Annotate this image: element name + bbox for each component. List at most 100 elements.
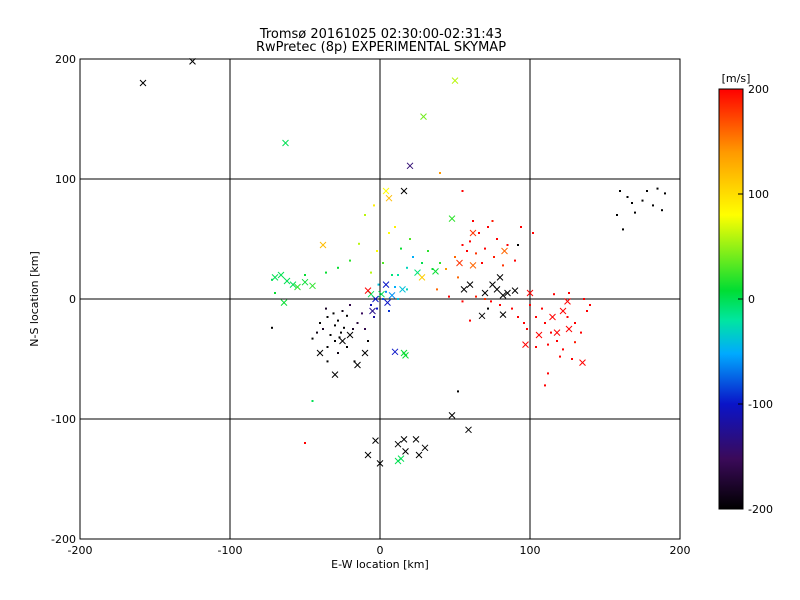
data-point-dot (656, 187, 659, 190)
data-point-cross (382, 281, 390, 288)
data-point-dot (349, 259, 351, 262)
data-point-dot (319, 322, 321, 324)
data-point-dot (353, 360, 356, 363)
data-point-cross (319, 241, 327, 249)
data-point-cross (496, 274, 504, 281)
data-point-dot (544, 384, 546, 387)
data-point-dot (580, 331, 582, 334)
x-tick-label: -100 (218, 544, 243, 557)
data-point-cross (511, 287, 519, 294)
data-point-dot (361, 312, 363, 315)
data-point-dot (646, 190, 648, 192)
data-point-dot (547, 343, 549, 346)
data-point-cross (559, 307, 567, 315)
data-point-dot (406, 288, 408, 291)
data-point-dot (664, 192, 666, 195)
data-point-cross (465, 426, 472, 434)
data-point-cross (385, 194, 393, 202)
data-point-cross (346, 331, 354, 339)
data-point-dot (341, 310, 344, 312)
data-point-cross (406, 162, 414, 170)
data-point-dot (461, 190, 464, 192)
data-point-cross (280, 299, 288, 306)
colorbar-ticks: 200 100 0 -100 -200 (738, 83, 773, 516)
data-point-dot (397, 274, 399, 276)
colorbar-tick-label: -200 (748, 503, 773, 516)
data-point-dot (499, 304, 501, 306)
data-point-dot (412, 256, 414, 258)
data-point-dot (385, 290, 387, 293)
data-point-dot (506, 244, 509, 246)
x-axis-label: E-W location [km] (331, 558, 429, 571)
x-tick-label: -200 (68, 544, 93, 557)
data-point-dot (559, 355, 561, 358)
data-point-cross (369, 307, 376, 315)
data-point-cross (394, 440, 402, 448)
data-point-dot (326, 346, 329, 348)
data-point-dot (445, 268, 447, 270)
data-point-dot (641, 199, 644, 202)
data-point-dot (343, 326, 345, 329)
data-point-dot (622, 228, 624, 231)
data-point-dot (382, 262, 384, 264)
data-point-cross (282, 139, 289, 147)
colorbar-tick-label: 200 (748, 83, 769, 96)
data-point-dot (574, 341, 576, 344)
data-point-dot (484, 247, 486, 250)
data-point-dot (338, 336, 341, 339)
data-point-dot (475, 295, 477, 298)
data-point-dot (461, 244, 464, 246)
data-point-dot (376, 250, 378, 252)
data-point-cross (354, 361, 361, 369)
x-tick-label: 200 (670, 544, 691, 557)
data-point-dot (421, 262, 423, 264)
data-point-cross (553, 329, 561, 336)
data-point-cross (478, 312, 486, 320)
data-point-dot (550, 331, 552, 334)
data-point-cross (394, 457, 402, 465)
data-point-dot (311, 400, 314, 402)
data-point-dot (388, 232, 390, 234)
data-point-dot (547, 372, 549, 375)
data-point-cross (499, 292, 507, 299)
data-point-dot (377, 283, 380, 286)
data-point-cross (402, 448, 409, 455)
data-point-dot (373, 316, 375, 318)
data-point-dot (511, 307, 513, 310)
data-point-dot (484, 298, 486, 300)
data-point-dot (517, 244, 519, 246)
data-point-cross (309, 282, 316, 290)
chart-subtitle: RwPretec (8p) EXPERIMENTAL SKYMAP (256, 40, 506, 55)
data-point-dot (394, 286, 396, 288)
data-point-cross (189, 58, 196, 65)
data-point-dot (457, 276, 459, 279)
data-point-dot (619, 190, 621, 192)
data-point-dot (481, 262, 483, 264)
data-point-dot (388, 310, 390, 312)
data-point-cross (384, 299, 391, 306)
data-point-dot (517, 316, 519, 318)
data-point-dot (626, 196, 629, 198)
colorbar-label: [m/s] (722, 72, 751, 85)
data-point-dot (334, 340, 336, 342)
data-point-cross (418, 274, 426, 281)
data-point-dot (373, 204, 375, 207)
data-point-dot (566, 316, 569, 318)
data-point-dot (496, 238, 498, 240)
data-point-dot (454, 256, 456, 258)
data-point-dot (487, 226, 489, 228)
data-point-dot (311, 337, 314, 340)
data-point-dot (529, 304, 531, 306)
data-point-dot (370, 304, 372, 306)
data-point-cross (316, 349, 324, 357)
data-point-cross (466, 281, 474, 288)
data-point-dot (274, 292, 276, 294)
data-point-dot (439, 172, 441, 174)
y-tick-label: 0 (69, 293, 76, 306)
data-point-dot (304, 274, 306, 276)
data-point-cross (376, 460, 384, 467)
data-point-dot (364, 214, 366, 216)
data-point-cross (456, 259, 463, 267)
data-point-cross (448, 412, 456, 419)
data-point-cross (139, 79, 147, 87)
